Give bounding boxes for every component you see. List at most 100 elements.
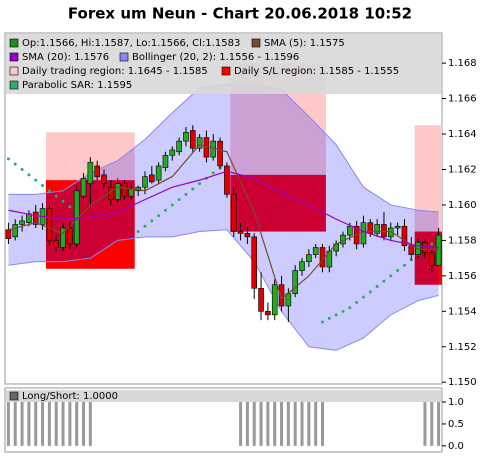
bollinger-fill — [8, 84, 439, 351]
long-short-bar — [13, 402, 17, 446]
candle-body — [46, 208, 53, 241]
candle-body — [67, 227, 73, 245]
candle-body — [5, 229, 12, 239]
sar-dot — [327, 316, 331, 320]
long-short-bar — [82, 402, 86, 446]
long-short-bar — [430, 402, 434, 446]
long-short-bar — [300, 402, 304, 446]
sar-dot — [334, 313, 338, 317]
long-short-bar — [75, 402, 79, 446]
candle-body — [299, 261, 305, 271]
y-tick-label: 1.166 — [448, 94, 477, 105]
bollinger-line — [8, 229, 439, 351]
sar-dot — [382, 279, 386, 283]
candle-body — [189, 130, 196, 149]
long-short-bar — [61, 402, 65, 446]
long-short-bar — [47, 402, 51, 446]
sar-dot — [191, 187, 195, 191]
sar-dot — [389, 274, 393, 278]
candle-body — [435, 234, 442, 266]
y-tick-label: 1.160 — [448, 200, 477, 211]
sar-dot — [184, 192, 188, 196]
candle-body — [101, 174, 107, 184]
candle-body — [415, 241, 421, 255]
sar-dot — [321, 320, 325, 324]
long-short-bar — [266, 402, 270, 446]
long-short-bar — [252, 402, 256, 446]
sar-dot — [150, 219, 154, 223]
candle-body — [94, 165, 100, 177]
legend-swatch — [9, 38, 19, 48]
legend-label: Bollinger (20, 2): 1.1556 - 1.1596 — [132, 52, 299, 63]
candle-body — [244, 233, 251, 238]
sar-dot — [198, 182, 202, 186]
legend-swatch — [221, 66, 231, 76]
y-tick-label: 1.0 — [448, 397, 464, 408]
sar-dot — [6, 157, 10, 161]
candle-body — [196, 137, 203, 149]
candle-body — [381, 224, 387, 238]
candle-body — [80, 178, 87, 197]
long-short-bar — [20, 402, 24, 446]
sar-dot — [375, 285, 379, 288]
lower-legend-background — [6, 390, 441, 402]
candle-body — [258, 287, 264, 312]
y-tick-label: 1.164 — [448, 129, 477, 140]
y-tick-label: 1.162 — [448, 165, 477, 176]
sar-dot — [47, 189, 51, 193]
candle-body — [394, 225, 401, 229]
candle-body — [12, 224, 19, 238]
sar-dot — [13, 162, 17, 166]
long-short-bar — [41, 402, 45, 446]
y-tick-label: 1.168 — [448, 58, 477, 69]
sar-dot — [396, 269, 400, 273]
y-tick-label: 0.0 — [448, 441, 464, 452]
long-short-bar — [27, 402, 31, 446]
candle-body — [401, 225, 408, 247]
legend-label: SMA (5): 1.1575 — [264, 38, 345, 49]
sar-dot — [54, 194, 58, 198]
candle-body — [121, 183, 128, 197]
candle-body — [60, 227, 66, 248]
candle-body — [347, 225, 353, 236]
sar-dot — [430, 242, 434, 246]
sar-dot — [211, 171, 215, 175]
long-short-bar — [437, 402, 441, 446]
long-short-bar — [293, 402, 297, 446]
sar-dot — [348, 306, 352, 310]
y-tick-label: 1.154 — [448, 306, 477, 317]
sar-dot — [361, 295, 365, 299]
y-tick-label: 1.150 — [448, 377, 477, 388]
candle-body — [169, 149, 176, 156]
y-tick-label: 1.152 — [448, 342, 477, 353]
candle-body — [408, 245, 415, 255]
sar-dot — [157, 214, 161, 218]
legend-label: Daily S/L region: 1.1585 - 1.1555 — [234, 66, 399, 77]
candle-body — [224, 165, 230, 195]
sar-dot — [143, 224, 147, 228]
y-tick-label: 0.5 — [448, 419, 464, 430]
candle-body — [428, 252, 435, 266]
candle-body — [217, 140, 223, 167]
candle-body — [306, 254, 312, 262]
long-short-bar — [54, 402, 58, 446]
long-short-bar — [34, 402, 38, 446]
overlay: 1.150 1.152 1.154 1.156 1.158 1.160 1.162 1.164… — [6, 34, 477, 452]
candle-body — [312, 247, 319, 255]
candle-body — [422, 241, 428, 254]
legend-label: Op:1.1566, Hi:1.1587, Lo:1.1566, Cl:1.15… — [22, 38, 240, 49]
sar-dot — [27, 173, 31, 177]
candle-body — [162, 155, 169, 169]
candle-body — [292, 270, 298, 294]
sar-dot — [34, 178, 38, 182]
sar-dot — [170, 203, 174, 207]
long-short-bar — [286, 402, 290, 446]
candle-body — [230, 194, 237, 232]
long-short-bar — [239, 402, 243, 446]
chart-title: Forex um Neun - Chart 20.06.2018 10:52 — [68, 5, 412, 23]
sar-dot — [61, 199, 65, 203]
candle-body — [360, 222, 367, 245]
long-short-bar — [321, 402, 325, 446]
long-short-bar — [423, 402, 427, 446]
